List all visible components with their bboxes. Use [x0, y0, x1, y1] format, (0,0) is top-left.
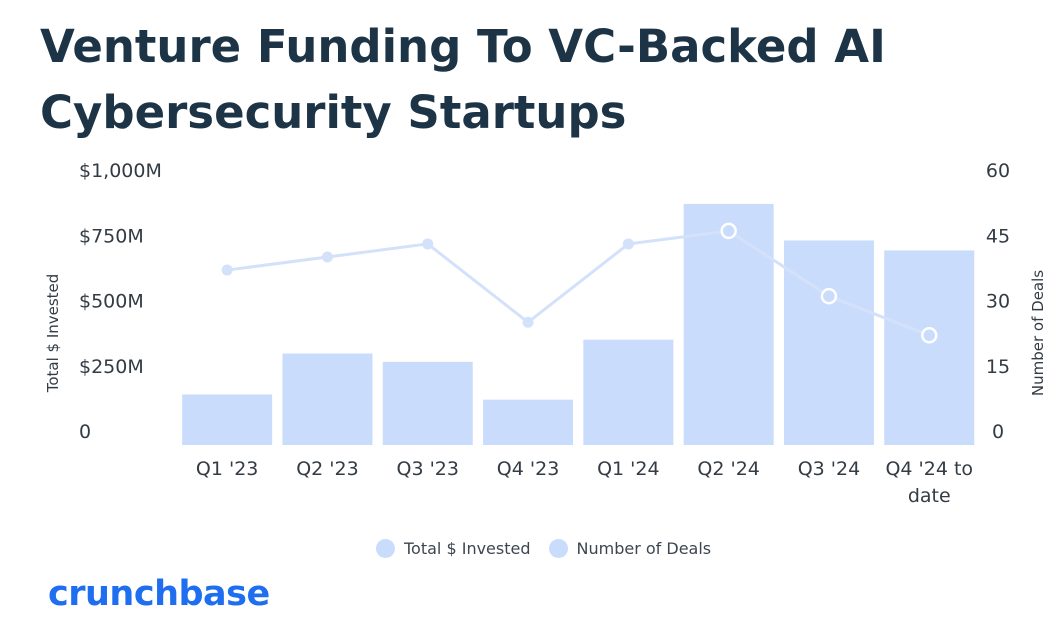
- bar-4[interactable]: [483, 399, 574, 445]
- right-tick-label: 45: [986, 225, 1010, 247]
- legend-label-deals: Number of Deals: [576, 538, 712, 558]
- left-tick-label: $500M: [79, 291, 144, 313]
- left-tick-label: $1,000M: [79, 160, 162, 182]
- deal-point-4[interactable]: [522, 316, 534, 328]
- right-tick-label: 0: [992, 421, 1004, 443]
- right-axis-title: Number of Deals: [1029, 270, 1047, 396]
- legend-item-invested[interactable]: Total $ Invested: [376, 538, 531, 558]
- deal-point-2[interactable]: [321, 251, 333, 263]
- legend-label-invested: Total $ Invested: [404, 538, 531, 558]
- deal-point-8[interactable]: [921, 327, 938, 344]
- left-axis-ticks: 0 $250M $500M $750M $1,000M: [79, 160, 162, 443]
- x-tick-label: Q4 '24 to date: [885, 458, 973, 507]
- chart-title-line-1: Venture Funding To VC-Backed AI: [40, 20, 886, 73]
- bar-1[interactable]: [182, 394, 273, 445]
- left-tick-label: $750M: [79, 225, 144, 247]
- x-axis-ticks: Q1 '23 Q2 '23 Q3 '23 Q4 '23 Q1 '24 Q2 '24 Q3 '…: [196, 458, 973, 507]
- left-tick-label: $250M: [79, 356, 144, 378]
- legend-swatch-deals: [548, 538, 568, 558]
- bar-6[interactable]: [683, 203, 774, 445]
- deals-line: [226, 229, 930, 337]
- x-tick-label: Q3 '23: [397, 458, 459, 480]
- deal-point-6[interactable]: [720, 222, 737, 240]
- right-tick-label: 60: [986, 160, 1010, 182]
- bar-7[interactable]: [783, 240, 874, 445]
- x-tick-label: Q1 '23: [196, 458, 258, 480]
- bar-3[interactable]: [382, 361, 473, 445]
- right-tick-label: 15: [986, 356, 1010, 378]
- chart-title-line-2: Cybersecurity Startups: [40, 86, 627, 139]
- left-axis-title: Total $ Invested: [44, 274, 62, 394]
- right-axis-ticks: 0 15 30 45 60: [986, 160, 1010, 443]
- bar-8[interactable]: [884, 250, 975, 445]
- bar-2[interactable]: [282, 353, 373, 445]
- deal-point-3[interactable]: [422, 238, 434, 250]
- bar-series: [182, 203, 975, 445]
- right-tick-label: 30: [986, 291, 1010, 313]
- deal-point-1[interactable]: [221, 264, 233, 276]
- deal-point-5[interactable]: [622, 238, 634, 250]
- crunchbase-logo: crunchbase: [48, 574, 270, 614]
- x-tick-label: Q3 '24: [798, 458, 860, 480]
- deal-point-7[interactable]: [820, 287, 838, 305]
- x-tick-label: Q4 '23: [497, 458, 559, 480]
- bar-5[interactable]: [583, 339, 674, 445]
- chart-title: Venture Funding To VC-Backed AI Cybersec…: [40, 14, 1020, 146]
- x-tick-label: Q2 '24: [697, 458, 759, 480]
- legend: Total $ Invested Number of Deals: [376, 536, 729, 560]
- legend-swatch-invested: [376, 538, 395, 558]
- legend-item-deals[interactable]: Number of Deals: [548, 538, 712, 558]
- left-tick-label: 0: [79, 421, 91, 443]
- x-tick-label: Q2 '23: [296, 458, 358, 480]
- x-tick-label: Q1 '24: [597, 458, 659, 480]
- line-series: [221, 222, 938, 344]
